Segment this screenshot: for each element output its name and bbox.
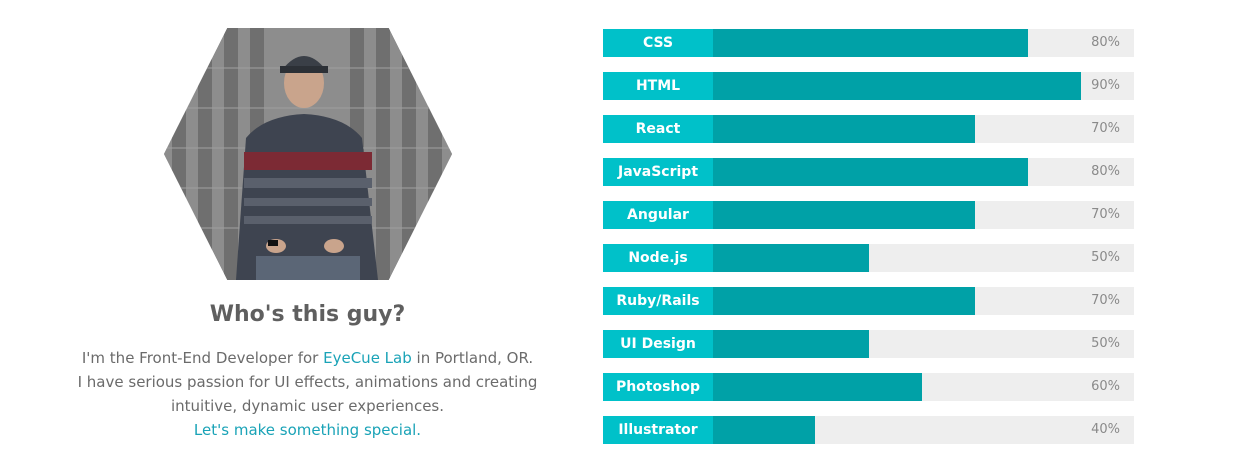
skill-label: HTML [603, 72, 713, 100]
skill-label: Angular [603, 201, 713, 229]
skill-percent: 40% [1091, 422, 1120, 437]
skill-label: UI Design [603, 330, 713, 358]
skill-percent: 70% [1091, 293, 1120, 308]
skill-bar-illustrator: Illustrator 40% [603, 416, 1134, 444]
bio-text: I'm the Front-End Developer for EyeCue L… [60, 346, 555, 442]
skill-bar-angular: Angular 70% [603, 201, 1134, 229]
skill-percent: 50% [1091, 250, 1120, 265]
contact-cta-link[interactable]: Let's make something special. [193, 421, 422, 439]
skill-bar-html: HTML 90% [603, 72, 1134, 100]
bio-line-1-prefix: I'm the Front-End Developer for [81, 349, 324, 367]
skill-label: CSS [603, 29, 713, 57]
skill-percent: 80% [1091, 164, 1120, 179]
skill-bar-photoshop: Photoshop 60% [603, 373, 1134, 401]
skill-label: Illustrator [603, 416, 713, 444]
skill-percent: 50% [1091, 336, 1120, 351]
skill-percent: 90% [1091, 78, 1120, 93]
bio-line-1: I'm the Front-End Developer for EyeCue L… [60, 346, 555, 370]
bio-line-2: I have serious passion for UI effects, a… [77, 373, 538, 391]
bio-line-3: intuitive, dynamic user experiences. [170, 397, 445, 415]
skill-label: Photoshop [603, 373, 713, 401]
skill-bar-ui-design: UI Design 50% [603, 330, 1134, 358]
portrait-image [164, 28, 452, 280]
skill-label: React [603, 115, 713, 143]
cta-line: Let's make something special. [60, 418, 555, 442]
profile-photo [164, 28, 452, 280]
skill-percent: 60% [1091, 379, 1120, 394]
skills-list: CSS 80% HTML 90% React 70% JavaScript 80… [603, 29, 1134, 459]
skill-percent: 70% [1091, 207, 1120, 222]
skill-percent: 70% [1091, 121, 1120, 136]
company-link[interactable]: EyeCue Lab [323, 349, 412, 367]
skill-bar-nodejs: Node.js 50% [603, 244, 1134, 272]
skill-label: Ruby/Rails [603, 287, 713, 315]
skill-bar-react: React 70% [603, 115, 1134, 143]
skill-bar-javascript: JavaScript 80% [603, 158, 1134, 186]
skill-bar-ruby-rails: Ruby/Rails 70% [603, 287, 1134, 315]
skill-percent: 80% [1091, 35, 1120, 50]
skill-label: JavaScript [603, 158, 713, 186]
page-title: Who's this guy? [209, 302, 406, 327]
skill-bar-css: CSS 80% [603, 29, 1134, 57]
skill-label: Node.js [603, 244, 713, 272]
bio-line-1-suffix: in Portland, OR. [411, 349, 534, 367]
profile-column: Who's this guy? I'm the Front-End Develo… [60, 0, 555, 468]
